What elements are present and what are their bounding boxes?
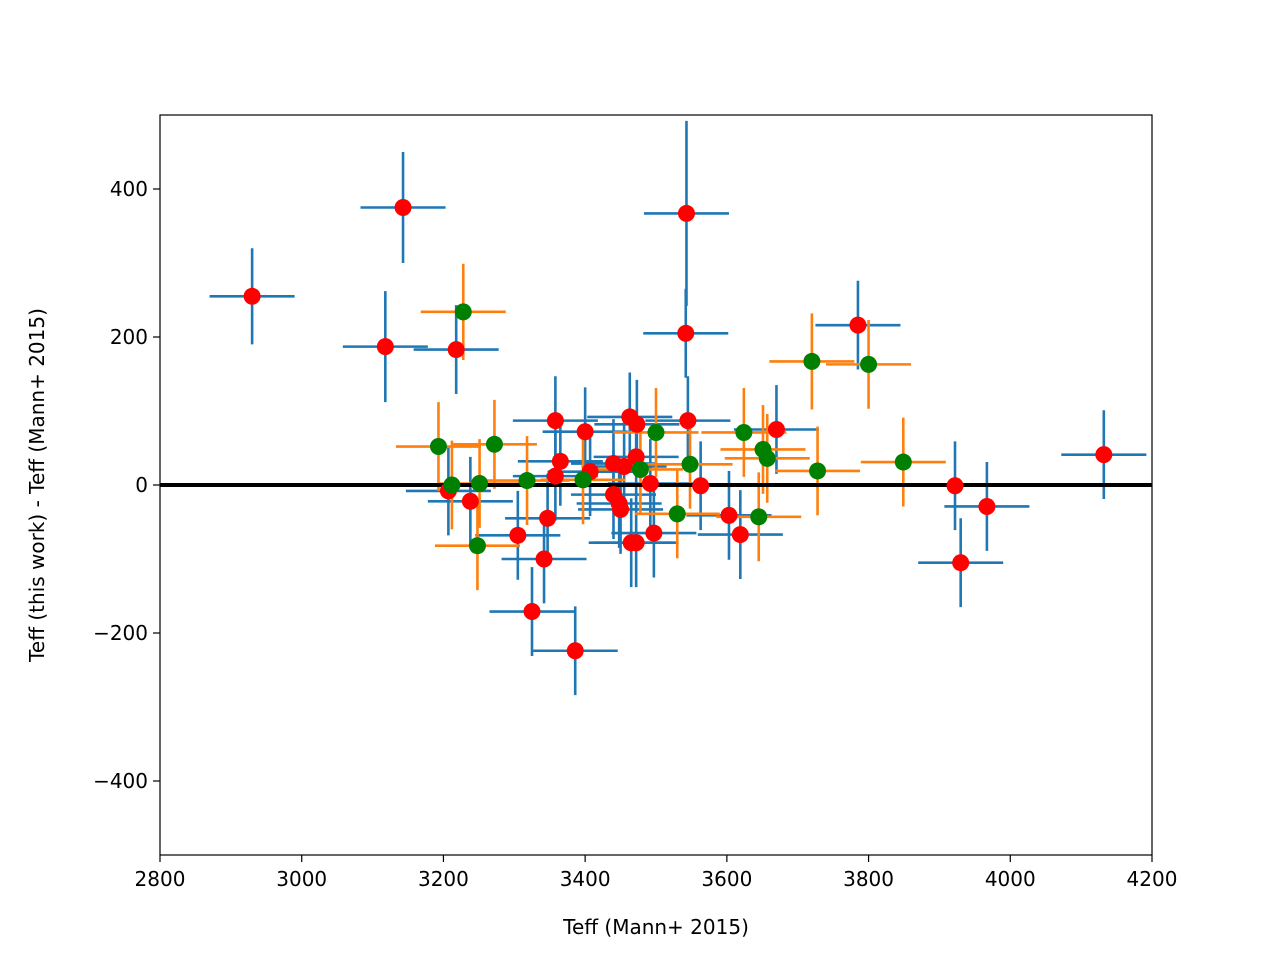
- data-point: [631, 460, 649, 478]
- data-point: [539, 509, 557, 527]
- data-point: [612, 500, 630, 518]
- data-point: [641, 475, 659, 493]
- x-tick-label: 4000: [985, 867, 1036, 891]
- data-point: [485, 435, 503, 453]
- marker-layer: [243, 199, 1113, 660]
- y-tick-label: 0: [135, 473, 148, 497]
- data-point: [461, 492, 479, 510]
- x-tick-label: 3200: [418, 867, 469, 891]
- data-point: [647, 423, 665, 441]
- data-point: [576, 423, 594, 441]
- data-point: [767, 421, 785, 438]
- data-point: [849, 316, 867, 334]
- data-point: [692, 477, 710, 495]
- y-tick-label: −200: [93, 621, 148, 645]
- x-tick-label: 4200: [1127, 867, 1178, 891]
- data-point: [551, 452, 569, 470]
- data-point: [803, 352, 821, 370]
- data-point: [668, 505, 686, 523]
- data-point: [645, 524, 663, 542]
- data-point: [627, 534, 645, 552]
- x-tick-label: 3600: [701, 867, 752, 891]
- y-tick-label: 400: [110, 177, 148, 201]
- data-point: [681, 455, 699, 473]
- data-point: [720, 506, 738, 524]
- x-tick-label: 2800: [135, 867, 186, 891]
- data-point: [946, 477, 964, 495]
- x-tick-label: 3800: [843, 867, 894, 891]
- y-axis-ticks: −400 −200 0 200 400: [93, 177, 160, 793]
- data-point: [978, 497, 996, 515]
- data-point: [735, 423, 753, 441]
- data-point: [758, 449, 776, 467]
- data-point: [860, 355, 878, 373]
- data-point: [677, 204, 695, 222]
- data-point: [952, 554, 970, 572]
- data-point: [523, 603, 541, 621]
- data-point: [447, 341, 465, 359]
- data-point: [518, 472, 536, 490]
- data-point: [679, 412, 697, 430]
- data-point: [376, 338, 394, 356]
- x-tick-label: 3000: [276, 867, 327, 891]
- data-point: [443, 476, 461, 494]
- y-tick-label: 200: [110, 325, 148, 349]
- data-point: [1095, 446, 1113, 464]
- data-point: [628, 415, 646, 433]
- data-point: [468, 537, 486, 555]
- data-point: [677, 324, 695, 342]
- data-point: [615, 458, 633, 475]
- data-point: [546, 467, 564, 485]
- y-tick-label: −400: [93, 769, 148, 793]
- x-tick-label: 3400: [560, 867, 611, 891]
- data-point: [731, 526, 749, 544]
- data-point: [566, 642, 584, 660]
- data-point: [546, 412, 564, 430]
- data-point: [809, 462, 827, 480]
- data-point: [243, 287, 261, 305]
- data-point: [394, 199, 412, 216]
- data-point: [894, 453, 912, 471]
- data-point: [454, 303, 472, 321]
- data-point: [535, 550, 553, 568]
- data-point: [750, 508, 768, 526]
- y-axis-label: Teff (this work) - Teff (Mann+ 2015): [25, 308, 49, 663]
- x-axis-ticks: 2800 3000 3200 3400 3600 3800 4000 4200: [135, 855, 1178, 891]
- x-axis-label: Teff (Mann+ 2015): [562, 915, 749, 939]
- data-point: [574, 471, 592, 489]
- data-point: [509, 526, 527, 544]
- data-point: [429, 438, 447, 456]
- data-point: [471, 475, 489, 493]
